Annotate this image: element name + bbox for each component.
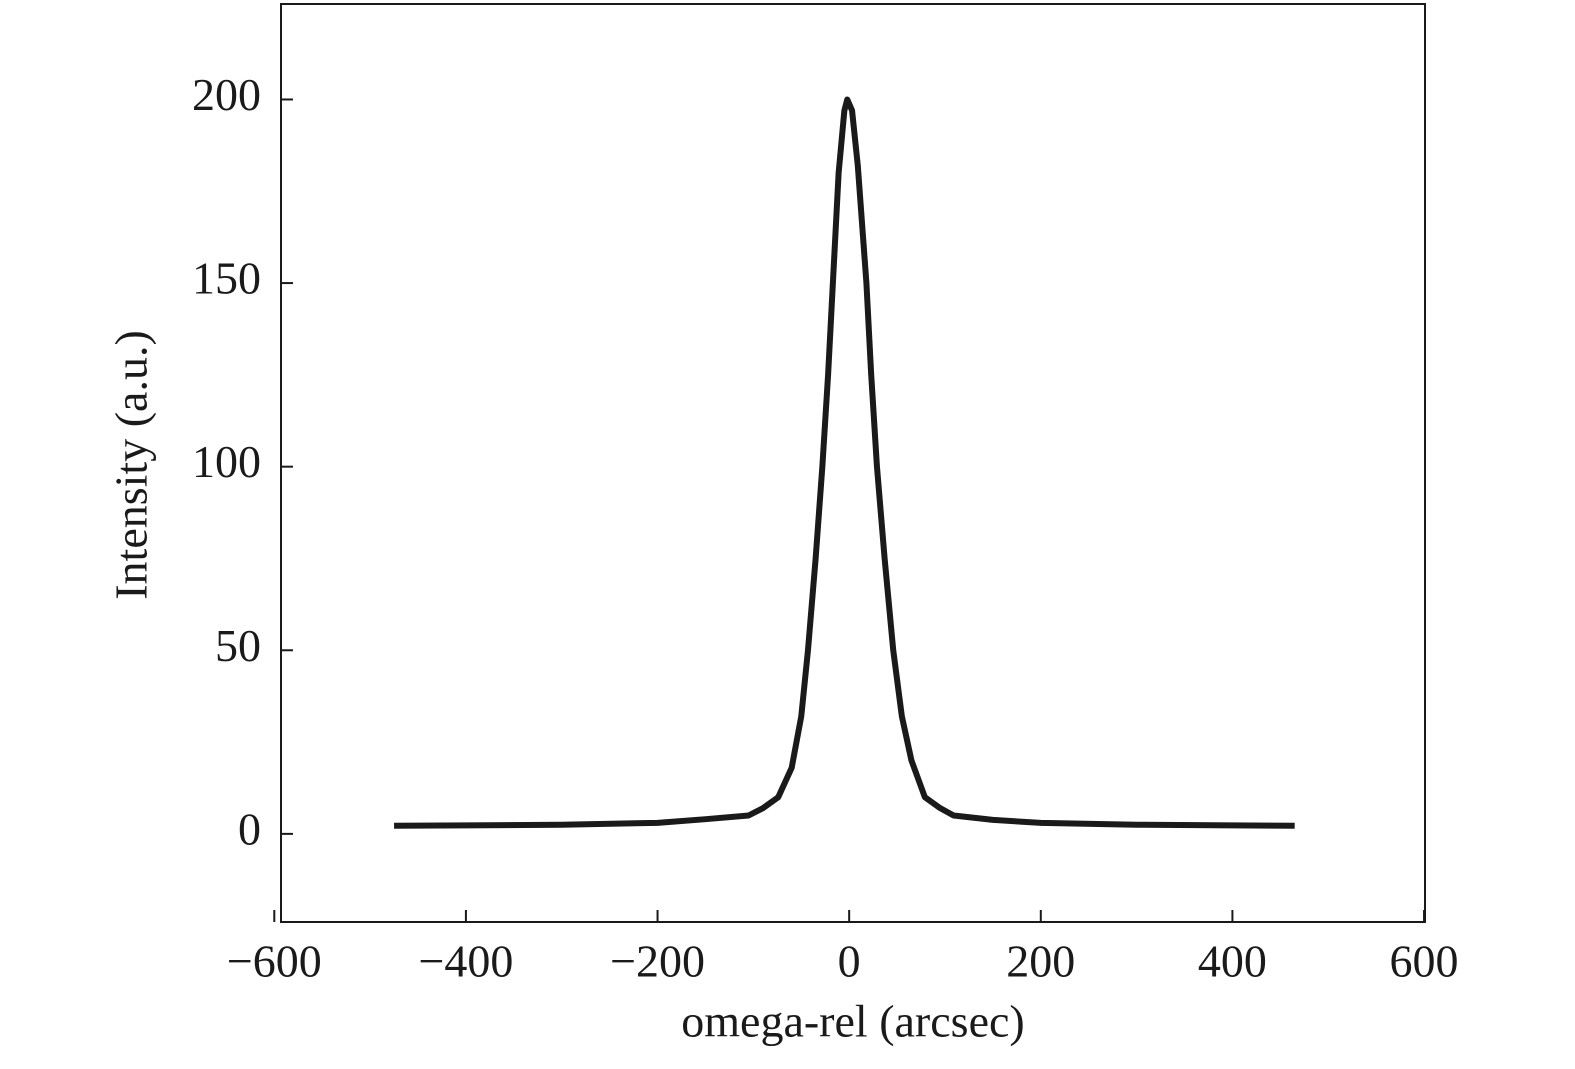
y-tick-label: 200: [192, 69, 261, 120]
x-tick-label: 200: [1006, 936, 1075, 987]
x-tick-label: 600: [1390, 936, 1459, 987]
x-tick-label: −200: [610, 936, 705, 987]
x-tick-label: −400: [418, 936, 513, 987]
data-line: [394, 96, 1295, 829]
y-tick-label: 50: [215, 620, 261, 671]
y-axis-label: Intensity (a.u.): [106, 330, 157, 600]
x-tick-label: 0: [838, 936, 861, 987]
x-tick-label: 400: [1198, 936, 1267, 987]
y-tick-label: 150: [192, 253, 261, 304]
x-tick-label: −600: [227, 936, 322, 987]
y-tick-label: 0: [238, 803, 261, 854]
y-tick-label: 100: [192, 436, 261, 487]
x-axis-label: omega-rel (arcsec): [681, 996, 1024, 1047]
plot-frame: [280, 3, 1426, 923]
